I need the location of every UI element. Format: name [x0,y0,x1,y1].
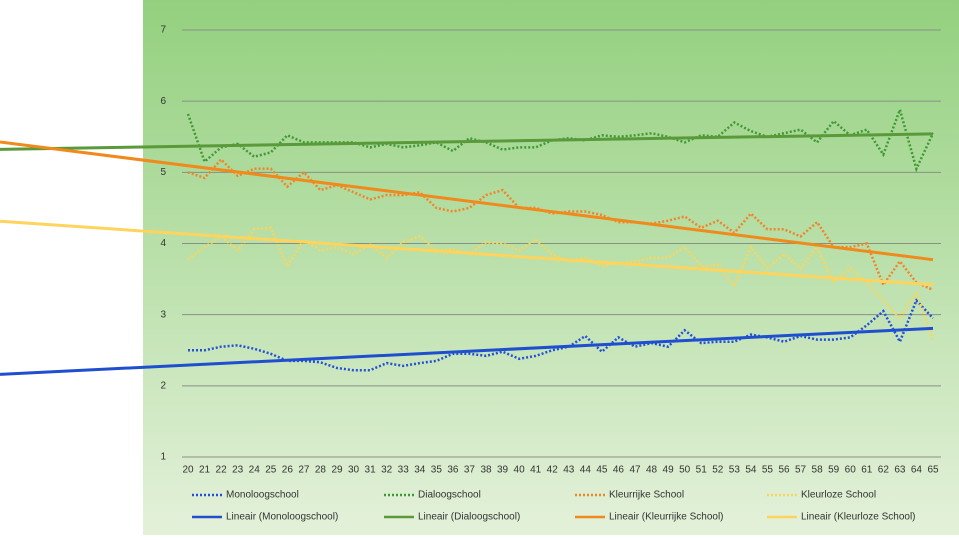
legend-label: Lineair (Monoloogschool) [226,512,338,523]
x-tick-label: 56 [778,465,790,476]
x-tick-label: 51 [696,465,708,476]
x-tick-label: 37 [464,465,476,476]
y-tick-label: 2 [160,380,166,391]
x-tick-label: 61 [861,465,873,476]
series-line [188,298,934,372]
x-tick-label: 41 [530,465,542,476]
x-tick-label: 40 [514,465,526,476]
x-tick-label: 20 [182,465,194,476]
x-tick-label: 52 [712,465,724,476]
x-tick-label: 38 [480,465,492,476]
x-tick-label: 60 [845,465,857,476]
y-tick-label: 5 [160,167,166,178]
x-tick-label: 24 [249,465,261,476]
x-tick-label: 21 [199,465,211,476]
x-tick-label: 65 [927,465,939,476]
x-tick-label: 43 [563,465,575,476]
x-tick-label: 48 [646,465,658,476]
x-tick-label: 29 [331,465,343,476]
legend-label: Lineair (Kleurloze School) [801,512,916,523]
x-tick-label: 26 [282,465,294,476]
x-tick-label: 46 [613,465,625,476]
legend-label: Lineair (Dialoogschool) [418,512,520,523]
y-tick-label: 6 [160,96,166,107]
x-tick-label: 50 [679,465,691,476]
legend-label: Kleurloze School [801,490,876,501]
legend-label: Monoloogschool [226,490,299,501]
x-tick-label: 36 [447,465,459,476]
x-tick-label: 27 [298,465,310,476]
x-tick-label: 62 [878,465,890,476]
trend-line [0,326,934,376]
x-tick-label: 57 [795,465,807,476]
x-tick-label: 42 [547,465,559,476]
x-tick-label: 44 [580,465,592,476]
x-tick-label: 58 [812,465,824,476]
x-tick-label: 54 [745,465,757,476]
x-tick-label: 39 [497,465,509,476]
legend-label: Dialoogschool [418,490,481,501]
x-tick-label: 53 [729,465,741,476]
x-tick-label: 23 [232,465,244,476]
chart-background [143,0,959,535]
y-tick-label: 3 [160,309,166,320]
y-tick-label: 7 [160,25,166,36]
x-tick-label: 25 [265,465,277,476]
x-tick-label: 31 [365,465,377,476]
trend-line [0,140,934,262]
y-tick-label: 4 [160,238,166,249]
x-tick-label: 30 [348,465,360,476]
y-tick-label: 1 [160,452,166,463]
legend-label: Kleurrijke School [609,490,684,501]
x-tick-label: 45 [596,465,608,476]
x-tick-label: 34 [414,465,426,476]
x-tick-label: 64 [911,465,923,476]
x-tick-label: 63 [894,465,906,476]
x-tick-label: 55 [762,465,774,476]
legend-label: Lineair (Kleurrijke School) [609,512,724,523]
x-tick-label: 35 [431,465,443,476]
trend-line [0,132,934,151]
series-line [187,226,935,341]
x-tick-label: 33 [398,465,410,476]
x-tick-label: 22 [216,465,228,476]
x-tick-label: 32 [381,465,393,476]
x-tick-label: 59 [828,465,840,476]
x-tick-label: 47 [629,465,641,476]
x-tick-label: 49 [663,465,675,476]
trend-line [0,219,934,287]
x-tick-label: 28 [315,465,327,476]
